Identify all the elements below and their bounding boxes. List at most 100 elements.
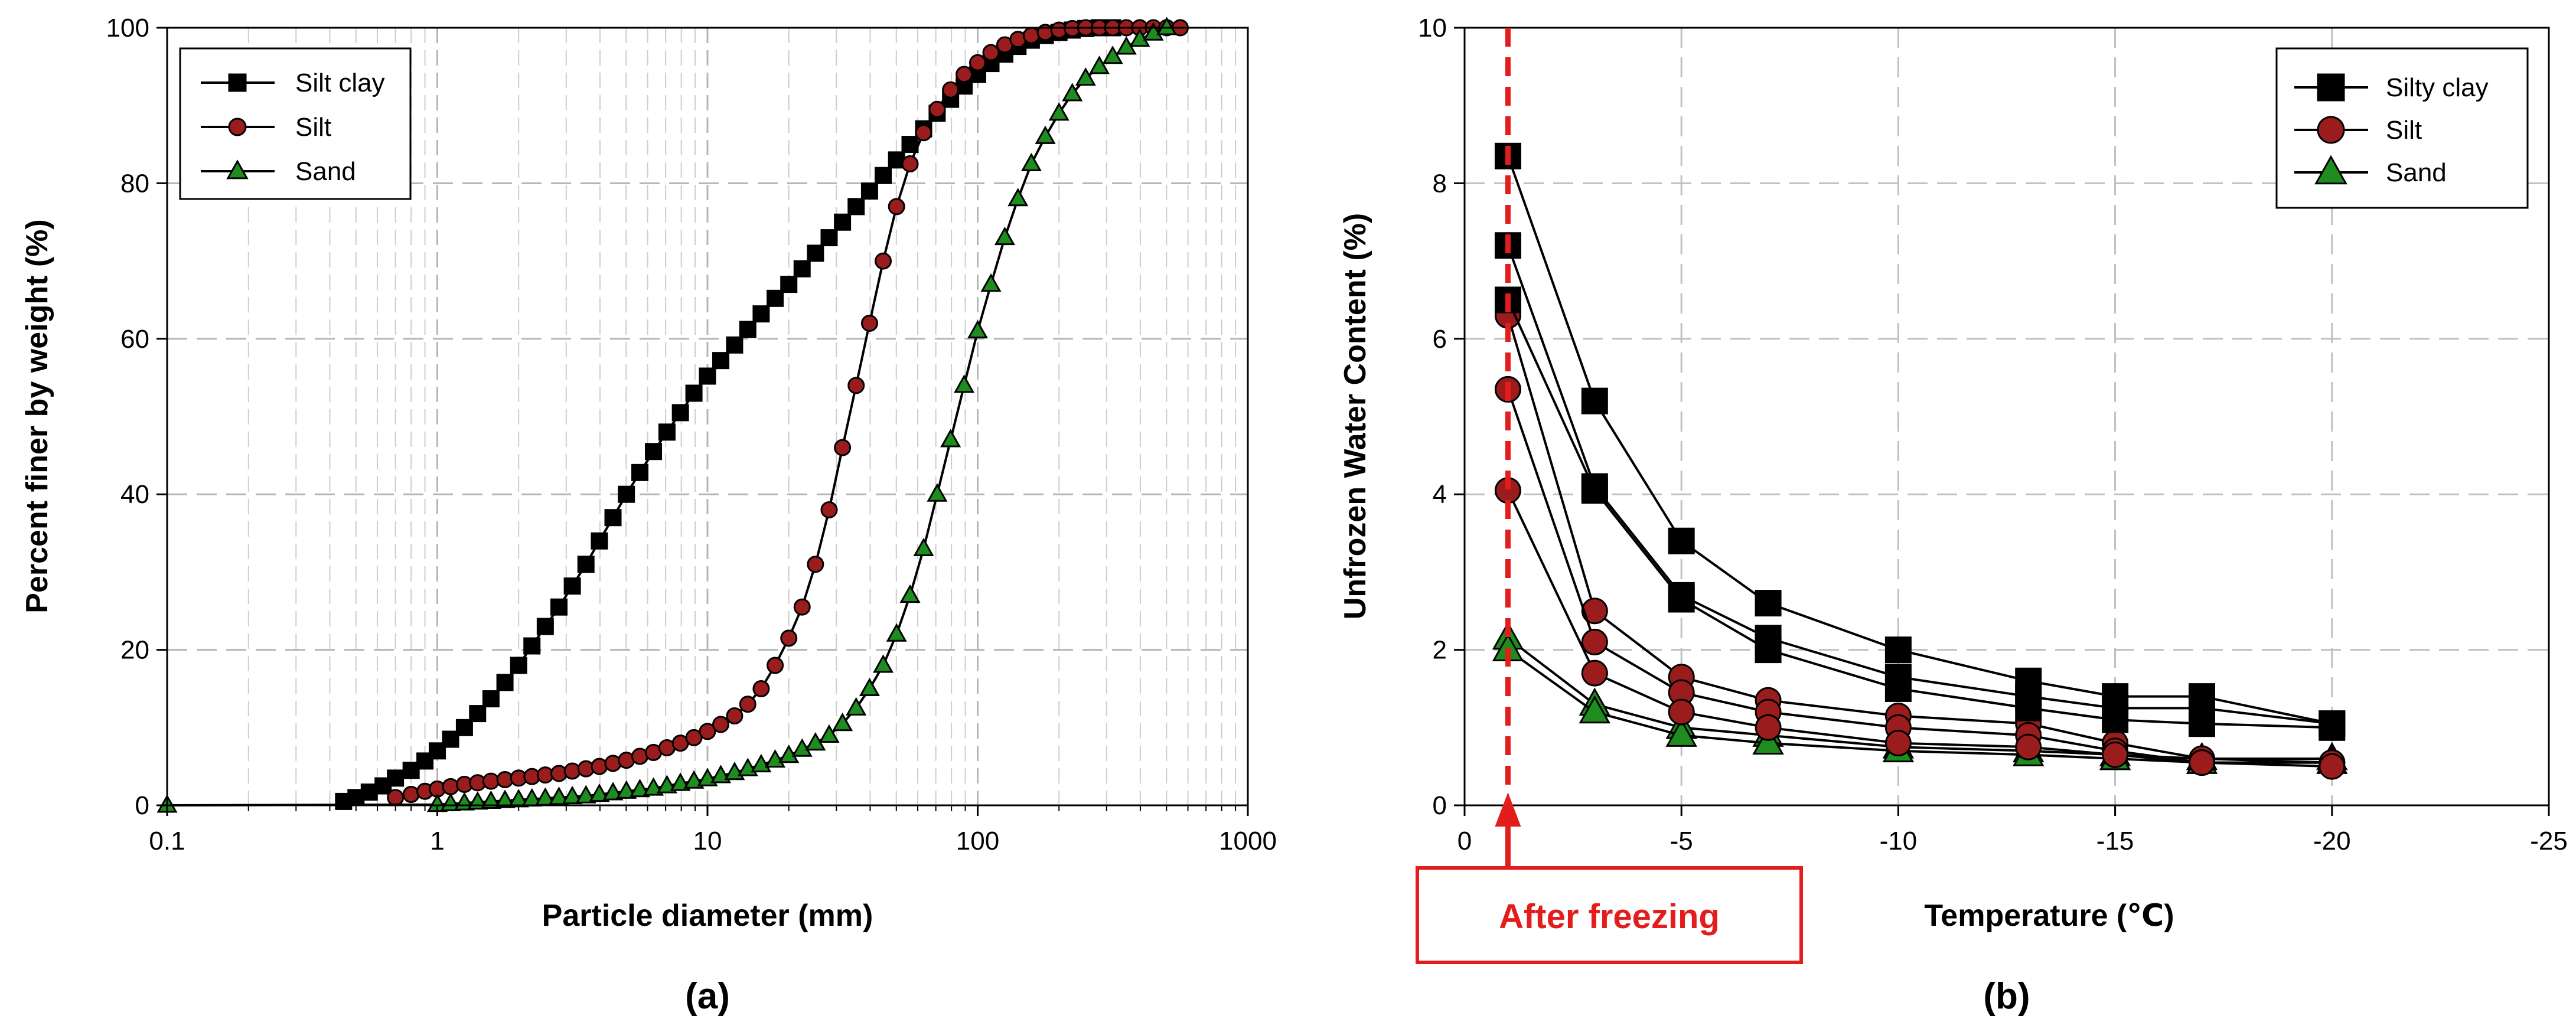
panel-b-legend-marker [2314,155,2347,185]
panel-a-data-point [1156,17,1178,35]
panel-b-data-point [1665,719,1697,747]
panel-a-x-tick-label: 1000 [1219,827,1277,856]
panel-b-x-tick-label: -10 [1880,827,1918,856]
panel-a-x-tick-label: 0.1 [149,827,185,856]
panel-a-legend-marker [228,73,247,92]
panel-a-data-point [982,44,1000,61]
panel-a-ticks: 0.1 1 10 100 1000 0 20 40 60 80 100 [106,14,1277,856]
panel-a-grid [167,28,1248,805]
panel-a-data-point [859,677,880,696]
panel-a-data-point [956,66,973,83]
panel-a-data-point [699,367,716,385]
panel-a-x-tick-label: 100 [956,827,999,856]
panel-a-data-point [739,696,757,713]
panel-a-y-tick-label: 40 [120,480,149,509]
panel-a-data-point [712,716,730,733]
panel-a-data-point [847,198,865,216]
panel-a-data-point [616,780,637,799]
panel-a-legend-label: Sand [295,157,356,186]
panel-a-data-point [739,321,757,338]
panel-a-data-point [536,618,554,635]
panel-b-y-tick-label: 0 [1433,791,1447,820]
panel-a-data-point [793,598,811,616]
panel-b-data-point [2102,741,2129,768]
panel-a-data-point [455,719,473,736]
panel-b-legend-marker [2317,73,2345,102]
panel-a-data-point [873,654,894,673]
panel-b-data-point [2188,749,2215,776]
panel-b-x-tick-label: -5 [1670,827,1693,856]
panel-a-data-point [807,244,824,262]
panel-a-data-point [683,770,705,789]
panel-a-data-point [575,785,596,804]
panel-b-legend: Silty clay Silt Sand [2275,47,2529,209]
panel-a-data-point [645,443,663,461]
panel-b-data-point [1755,714,1782,741]
panel-a-data-point [604,509,622,527]
panel-a-data-point [1062,83,1083,102]
panel-a-data-point [1088,55,1110,74]
panel-b-legend-label: Silt [2386,116,2422,145]
panel-b-x-tick-label: -25 [2530,827,2568,856]
panel-b-y-tick-label: 8 [1433,169,1447,198]
panel-a-legend-box [179,47,412,200]
panel-a-data-point [1129,28,1150,47]
panel-a-legend-marker [226,159,249,179]
panel-a-data-point [847,377,865,394]
panel-a-data-point [618,485,635,503]
panel-a-x-tick-label: 10 [693,827,722,856]
panel-a-data-point [899,584,921,603]
panel-b-data-point [1752,726,1784,755]
panel-b-data-point [1581,659,1608,687]
panel-a-data-point [387,789,405,807]
panel-a-data-point [440,792,461,811]
panel-a-data-point [1102,45,1123,64]
panel-a-data-point [819,724,840,743]
panel-a-data-point [901,155,919,172]
panel-a-data-point [752,680,770,697]
panel-b-data-point [1668,527,1695,554]
panel-b-data-point [2319,753,2346,780]
panel-a-data-point [480,790,501,809]
panel-a-data-point [834,213,852,231]
panel-a-y-tick-label: 60 [120,325,149,354]
panel-a-chart: 0.1 1 10 100 1000 0 20 40 60 80 100 Particle diame… [20,14,1277,1017]
panel-a-data-point [927,483,948,502]
panel-a-data-point [928,100,946,118]
panel-b-data-point [1755,636,1782,664]
panel-a-data-point [643,777,664,796]
panel-b-legend-label: Sand [2386,158,2447,187]
panel-a-data-point [523,637,541,655]
panel-a-data-point [860,314,878,332]
panel-b-data-point [1581,598,1608,625]
after-freezing-annotation: After freezing [1416,28,1803,964]
panel-a-legend-label: Silt clay [295,68,385,97]
panel-a-data-point [629,778,651,798]
panel-a-data-point [589,783,610,802]
panel-a-y-tick-label: 80 [120,169,149,198]
panel-a-data-point [726,336,744,354]
panel-a-data-point [469,705,487,723]
panel-a-data-point [726,707,744,725]
panel-b-y-tick-label: 2 [1433,636,1447,665]
panel-a-x-axis-title: Particle diameter (mm) [542,899,873,933]
panel-a-data-point [820,501,838,519]
panel-b-ticks: 0 -5 -10 -15 -20 -25 0 2 4 6 8 10 [1418,14,2568,856]
panel-a-data-point [510,657,527,674]
panel-a-data-point [980,273,1002,292]
panel-a-y-tick-label: 100 [106,14,149,43]
panel-a-data-point [563,762,581,780]
panel-a-data-point [1075,67,1096,86]
panel-a-data-point [752,305,770,323]
panel-a-data-point [685,384,703,402]
panel-a-data-point [1007,188,1029,207]
panel-a-data-point [494,789,516,808]
panel-b-legend-marker [2317,116,2345,144]
panel-b-frame [1463,27,2550,807]
panel-a-data-point [875,166,892,184]
panel-a-data-point [658,423,676,441]
panel-b-label: (b) [1983,976,2030,1017]
panel-b-data-point [2319,714,2346,741]
after-freezing-arrowhead [1495,792,1521,827]
